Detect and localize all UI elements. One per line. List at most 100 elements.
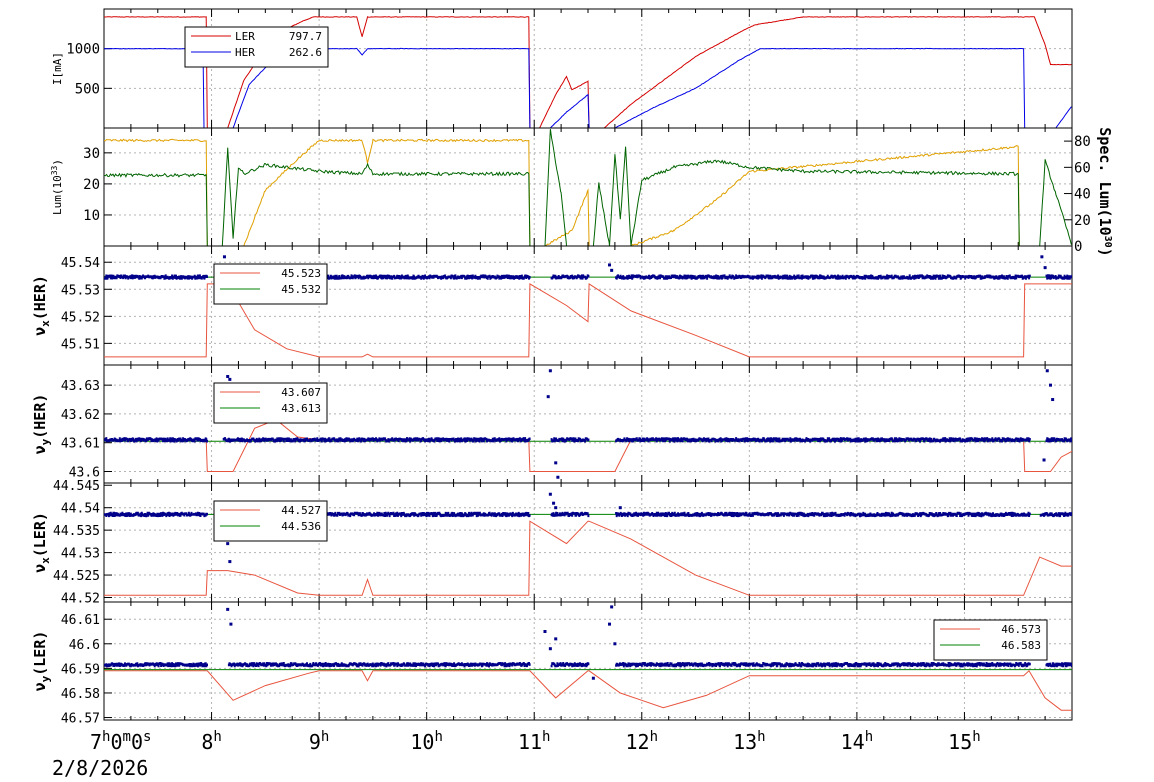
- y2-tick-label: 0: [1074, 239, 1082, 255]
- measured-outlier: [552, 501, 556, 505]
- measured-points: [104, 662, 1072, 668]
- y-axis-label: νx(HER): [31, 275, 52, 336]
- x-tick-label: 10h: [410, 729, 443, 754]
- series-line-setting: [104, 520, 1072, 596]
- x-tick-label: 14h: [841, 729, 874, 754]
- measured-outlier: [226, 542, 230, 546]
- legend-value: 46.573: [1001, 623, 1041, 636]
- legend-box: [213, 500, 328, 542]
- legend-value: 44.527: [281, 504, 321, 517]
- measured-outlier: [608, 622, 612, 626]
- legend-value: 45.523: [281, 267, 321, 280]
- y-tick-label: 44.53: [61, 547, 100, 562]
- y-tick-label: 46.61: [61, 613, 100, 628]
- series-line-setting: [104, 670, 1072, 711]
- panel-5: 44.52 44.525 44.53 44.535 44.54 44.545 νx(LER)…: [31, 479, 1073, 607]
- y-axis-label: νy(HER): [31, 394, 52, 455]
- y-tick-label: 45.52: [61, 310, 100, 325]
- y-axis-label: Lum(1033): [50, 159, 64, 215]
- y2-tick-label: 60: [1074, 160, 1091, 176]
- panel-frame: [103, 127, 1073, 247]
- x-tick-label: 13h: [733, 729, 766, 754]
- measured-outlier: [554, 637, 558, 641]
- legend-value: 46.583: [1001, 639, 1041, 652]
- y-tick-label: 45.54: [61, 256, 100, 271]
- measured-outlier: [229, 622, 233, 626]
- y-tick-label: 46.58: [61, 687, 100, 702]
- series-line-her: [104, 47, 1072, 128]
- x-tick-label: 12h: [626, 729, 659, 754]
- y-tick-label: 44.52: [61, 592, 100, 607]
- x-tick-label: 11h: [518, 729, 551, 754]
- series-line-setting: [104, 282, 1072, 358]
- legend-box: [184, 26, 329, 68]
- y-tick-label: 10: [83, 208, 100, 224]
- y-tick-label: 1000: [66, 42, 100, 58]
- measured-outlier: [618, 506, 622, 510]
- y-tick-label: 45.53: [61, 283, 100, 298]
- series-line-setting: [104, 419, 1072, 472]
- x-tick-label: 8h: [201, 729, 221, 754]
- measured-outlier: [554, 461, 558, 465]
- plot-area: [104, 492, 1072, 596]
- measured-outlier: [1045, 369, 1049, 373]
- date-label: 2/8/2026: [52, 756, 148, 780]
- measured-points: [104, 511, 1072, 518]
- y-tick-label: 43.6: [69, 465, 100, 480]
- y-axis-label: νy(LER): [31, 631, 52, 692]
- series-line-lum: [104, 138, 1072, 246]
- measured-outlier: [1046, 274, 1050, 278]
- legend-value: 45.532: [281, 283, 321, 296]
- legend-value: 262.6: [289, 46, 322, 59]
- legend-value: 43.613: [281, 402, 321, 415]
- measured-outlier: [543, 630, 547, 633]
- y-tick-label: 44.535: [53, 524, 100, 539]
- measured-outlier: [1048, 383, 1052, 387]
- y-tick-label: 43.61: [61, 437, 100, 452]
- panel-3: 45.51 45.52 45.53 45.54 νx(HER) 45.523 45.532: [31, 245, 1073, 366]
- y2-tick-label: 20: [1074, 213, 1091, 229]
- panel-2: 10 20 30 Lum(1033) 0 20 40 60 80 Spec. Lum(1030): [50, 127, 1114, 256]
- y-tick-label: 43.63: [61, 379, 100, 394]
- x-tick-label: 7h0m0s: [90, 729, 151, 754]
- measured-outlier: [548, 492, 552, 496]
- y-tick-label: 500: [75, 81, 100, 97]
- y2-tick-label: 40: [1074, 187, 1091, 203]
- measured-outlier: [608, 263, 612, 267]
- panel-6: 46.57 46.58 46.59 46.6 46.61 νy(LER) 46.573 46.…: [31, 601, 1073, 727]
- measured-points: [104, 274, 1072, 280]
- x-tick-label: 15h: [948, 729, 981, 754]
- measured-outlier: [228, 560, 232, 564]
- measured-outlier: [554, 506, 558, 510]
- measured-points: [104, 437, 1072, 443]
- plot-area: [104, 605, 1072, 711]
- y-tick-label: 30: [83, 146, 100, 162]
- series-line-spec-lum: [104, 129, 1072, 246]
- measured-outlier: [228, 377, 232, 381]
- y-tick-label: 43.62: [61, 408, 100, 423]
- y-tick-label: 44.545: [53, 479, 100, 494]
- legend-value: 43.607: [281, 386, 321, 399]
- y-tick-label: 46.57: [61, 712, 100, 727]
- measured-outlier: [548, 369, 552, 373]
- y-tick-label: 20: [83, 177, 100, 193]
- plot-area: [104, 129, 1072, 246]
- plot-area: [104, 369, 1072, 479]
- legend-value: 797.7: [289, 30, 322, 43]
- y-axis-label: I[mA]: [51, 52, 64, 85]
- y-tick-label: 44.525: [53, 569, 100, 584]
- y-axis-label: νx(LER): [31, 512, 52, 573]
- panel-4: 43.6 43.61 43.62 43.63 νy(HER) 43.607 43.613: [31, 364, 1073, 484]
- measured-outlier: [222, 255, 226, 259]
- legend-box: [933, 619, 1048, 661]
- y-tick-label: 46.59: [61, 662, 100, 677]
- y2-tick-label: 80: [1074, 134, 1091, 150]
- measured-outlier: [1043, 266, 1047, 270]
- legend-name: LER: [235, 30, 255, 43]
- measured-outlier: [1040, 255, 1044, 259]
- legend-name: HER: [235, 46, 255, 59]
- measured-outlier: [1051, 398, 1055, 402]
- measured-outlier: [591, 676, 595, 680]
